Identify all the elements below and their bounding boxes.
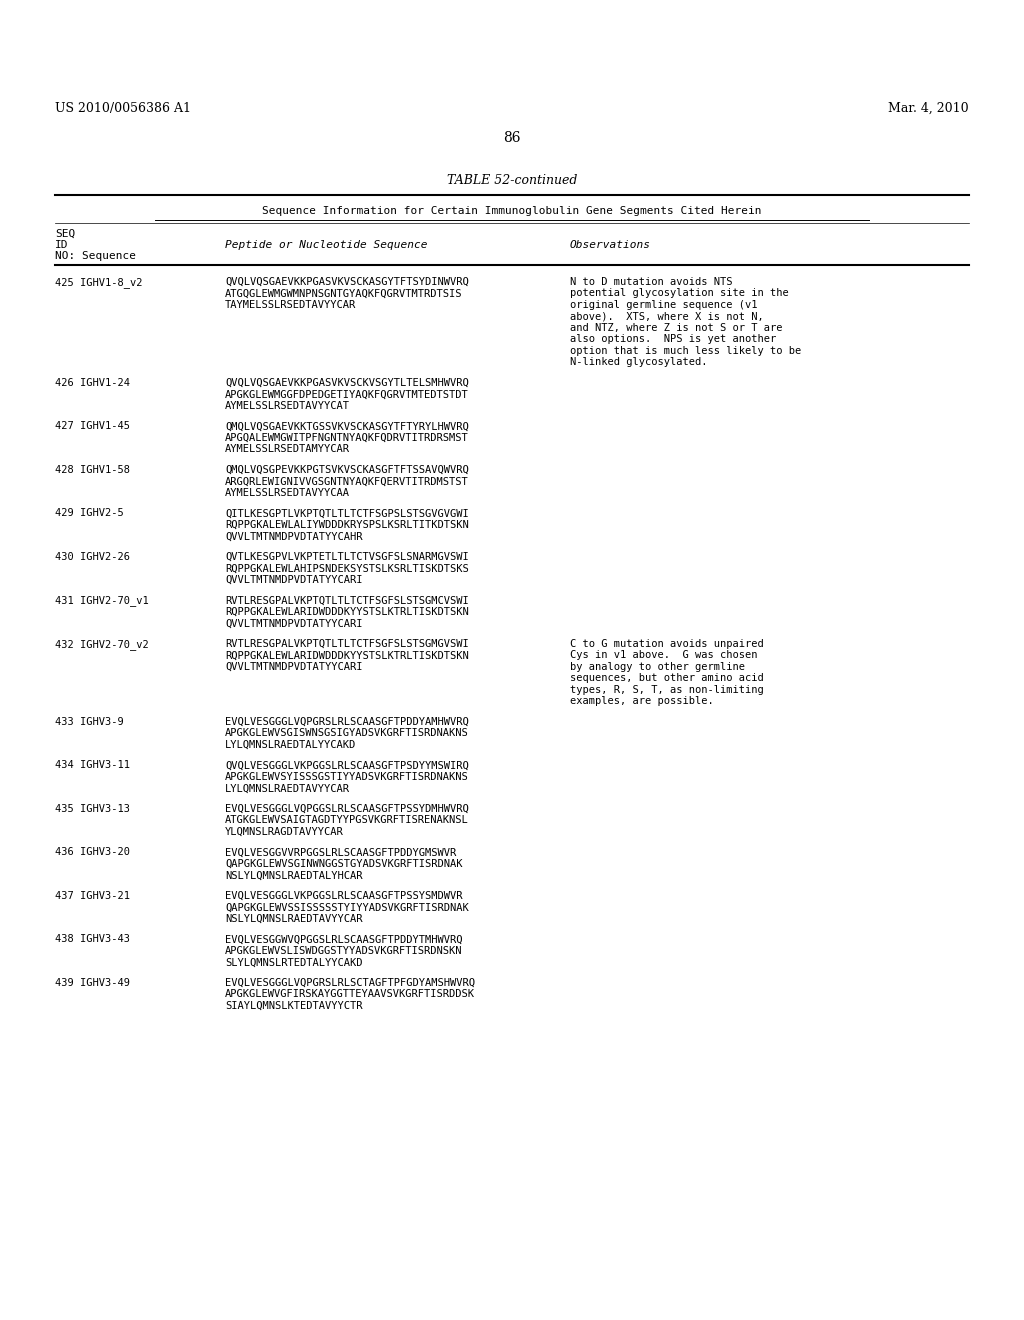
Text: 426 IGHV1-24: 426 IGHV1-24: [55, 378, 130, 388]
Text: EVQLVESGGGLVKPGGSLRLSCAASGFTPSSYSMDWVR: EVQLVESGGGLVKPGGSLRLSCAASGFTPSSYSMDWVR: [225, 891, 463, 902]
Text: potential glycosylation site in the: potential glycosylation site in the: [570, 289, 788, 298]
Text: option that is much less likely to be: option that is much less likely to be: [570, 346, 801, 356]
Text: ID: ID: [55, 240, 69, 249]
Text: 425 IGHV1-8_v2: 425 IGHV1-8_v2: [55, 277, 142, 288]
Text: QVTLKESGPVLVKPTETLTLTCTVSGFSLSNARMGVSWI: QVTLKESGPVLVKPTETLTLTCTVSGFSLSNARMGVSWI: [225, 552, 469, 562]
Text: AYMELSSLRSEDTAMYYCAR: AYMELSSLRSEDTAMYYCAR: [225, 445, 350, 454]
Text: Mar. 4, 2010: Mar. 4, 2010: [889, 102, 969, 115]
Text: sequences, but other amino acid: sequences, but other amino acid: [570, 673, 764, 684]
Text: 428 IGHV1-58: 428 IGHV1-58: [55, 465, 130, 475]
Text: QMQLVQSGPEVKKPGTSVKVSCKASGFTFTSSAVQWVRQ: QMQLVQSGPEVKKPGTSVKVSCKASGFTFTSSAVQWVRQ: [225, 465, 469, 475]
Text: ATGKGLEWVSAIGTAGDTYYPGSVKGRFTISRENAKNSL: ATGKGLEWVSAIGTAGDTYYPGSVKGRFTISRENAKNSL: [225, 816, 469, 825]
Text: APGKGLEWVSYISSSGSTIYYADSVKGRFTISRDNAKNS: APGKGLEWVSYISSSGSTIYYADSVKGRFTISRDNAKNS: [225, 772, 469, 781]
Text: Peptide or Nucleotide Sequence: Peptide or Nucleotide Sequence: [225, 240, 427, 249]
Text: Sequence Information for Certain Immunoglobulin Gene Segments Cited Herein: Sequence Information for Certain Immunog…: [262, 206, 762, 216]
Text: TAYMELSSLRSEDTAVYYCAR: TAYMELSSLRSEDTAVYYCAR: [225, 300, 356, 310]
Text: LYLQMNSLRAEDTALYYCAKD: LYLQMNSLRAEDTALYYCAKD: [225, 741, 356, 750]
Text: RQPPGKALEWLAHIPSNDEKSYSTSLKSRLTISKDTSKS: RQPPGKALEWLAHIPSNDEKSYSTSLKSRLTISKDTSKS: [225, 564, 469, 573]
Text: RQPPGKALEWLALIYWDDDKRYSPSLKSRLTITKDTSKN: RQPPGKALEWLALIYWDDDKRYSPSLKSRLTITKDTSKN: [225, 520, 469, 529]
Text: N to D mutation avoids NTS: N to D mutation avoids NTS: [570, 277, 732, 286]
Text: AYMELSSLRSEDTAVYYCAT: AYMELSSLRSEDTAVYYCAT: [225, 401, 350, 411]
Text: APGKGLEWVSLISWDGGSTYYADSVKGRFTISRDNSKN: APGKGLEWVSLISWDGGSTYYADSVKGRFTISRDNSKN: [225, 946, 463, 956]
Text: ARGQRLEWIGNIVVGSGNTNYAQKFQERVTITRDMSTST: ARGQRLEWIGNIVVGSGNTNYAQKFQERVTITRDMSTST: [225, 477, 469, 487]
Text: SEQ: SEQ: [55, 228, 75, 239]
Text: 437 IGHV3-21: 437 IGHV3-21: [55, 891, 130, 902]
Text: LYLQMNSLRAEDTAVYYCAR: LYLQMNSLRAEDTAVYYCAR: [225, 784, 350, 793]
Text: 431 IGHV2-70_v1: 431 IGHV2-70_v1: [55, 595, 148, 606]
Text: SLYLQMNSLRTEDTALYYCAKD: SLYLQMNSLRTEDTALYYCAKD: [225, 957, 362, 968]
Text: QVVLTMTNMDPVDTATYYCARI: QVVLTMTNMDPVDTATYYCARI: [225, 661, 362, 672]
Text: types, R, S, T, as non-limiting: types, R, S, T, as non-limiting: [570, 685, 764, 694]
Text: 435 IGHV3-13: 435 IGHV3-13: [55, 804, 130, 814]
Text: above).  XTS, where X is not N,: above). XTS, where X is not N,: [570, 312, 764, 322]
Text: APGKGLEWMGGFDPEDGETIYAQKFQGRVTMTEDTSTDT: APGKGLEWMGGFDPEDGETIYAQKFQGRVTMTEDTSTDT: [225, 389, 469, 400]
Text: SIAYLQMNSLKTEDTAVYYCTR: SIAYLQMNSLKTEDTAVYYCTR: [225, 1001, 362, 1011]
Text: 432 IGHV2-70_v2: 432 IGHV2-70_v2: [55, 639, 148, 649]
Text: 436 IGHV3-20: 436 IGHV3-20: [55, 847, 130, 858]
Text: QVQLVQSGAEVKKPGASVKVSCKASGYTFTSYDINWVRQ: QVQLVQSGAEVKKPGASVKVSCKASGYTFTSYDINWVRQ: [225, 277, 469, 286]
Text: QVVLTMTNMDPVDTATYYCARI: QVVLTMTNMDPVDTATYYCARI: [225, 576, 362, 585]
Text: examples, are possible.: examples, are possible.: [570, 697, 714, 706]
Text: AYMELSSLRSEDTAVYYCAA: AYMELSSLRSEDTAVYYCAA: [225, 488, 350, 498]
Text: QAPGKGLEWVSGINWNGGSTGYADSVKGRFTISRDNAK: QAPGKGLEWVSGINWNGGSTGYADSVKGRFTISRDNAK: [225, 859, 463, 869]
Text: QVVLTMTNMDPVDTATYYCAHR: QVVLTMTNMDPVDTATYYCAHR: [225, 532, 362, 541]
Text: 427 IGHV1-45: 427 IGHV1-45: [55, 421, 130, 432]
Text: QVQLVESGGGLVKPGGSLRLSCAASGFTPSDYYMSWIRQ: QVQLVESGGGLVKPGGSLRLSCAASGFTPSDYYMSWIRQ: [225, 760, 469, 771]
Text: QAPGKGLEWVSSISSSSSTYIYYADSVKGRFTISRDNAK: QAPGKGLEWVSSISSSSSTYIYYADSVKGRFTISRDNAK: [225, 903, 469, 912]
Text: EVQLVESGGGLVQPGRSLRLSCAASGFTPDDYAMHWVRQ: EVQLVESGGGLVQPGRSLRLSCAASGFTPDDYAMHWVRQ: [225, 717, 469, 727]
Text: EVQLVESGGGLVQPGGSLRLSCAASGFTPSSYDMHWVRQ: EVQLVESGGGLVQPGGSLRLSCAASGFTPSSYDMHWVRQ: [225, 804, 469, 814]
Text: NSLYLQMNSLRAEDTAVYYCAR: NSLYLQMNSLRAEDTAVYYCAR: [225, 913, 362, 924]
Text: RVTLRESGPALVKPTQTLTLTCTFSGFSLSTSGMCVSWI: RVTLRESGPALVKPTQTLTLTCTFSGFSLSTSGMCVSWI: [225, 595, 469, 606]
Text: also options.  NPS is yet another: also options. NPS is yet another: [570, 334, 776, 345]
Text: RQPPGKALEWLARIDWDDDKYYSTSLKTRLTISKDTSKN: RQPPGKALEWLARIDWDDDKYYSTSLKTRLTISKDTSKN: [225, 607, 469, 616]
Text: QVQLVQSGAEVKKPGASVKVSCKVSGYTLTELSMHWVRQ: QVQLVQSGAEVKKPGASVKVSCKVSGYTLTELSMHWVRQ: [225, 378, 469, 388]
Text: ATGQGLEWMGWMNPNSGNTGYAQKFQGRVTMTRDTSIS: ATGQGLEWMGWMNPNSGNTGYAQKFQGRVTMTRDTSIS: [225, 289, 463, 298]
Text: US 2010/0056386 A1: US 2010/0056386 A1: [55, 102, 191, 115]
Text: APGKGLEWVGFIRSKAYGGTTEYAAVSVKGRFTISRDDSK: APGKGLEWVGFIRSKAYGGTTEYAAVSVKGRFTISRDDSK: [225, 990, 475, 999]
Text: 429 IGHV2-5: 429 IGHV2-5: [55, 508, 124, 519]
Text: and NTZ, where Z is not S or T are: and NTZ, where Z is not S or T are: [570, 323, 782, 333]
Text: 439 IGHV3-49: 439 IGHV3-49: [55, 978, 130, 987]
Text: EVQLVESGGGLVQPGRSLRLSCTAGFTPFGDYAMSHWVRQ: EVQLVESGGGLVQPGRSLRLSCTAGFTPFGDYAMSHWVRQ: [225, 978, 475, 987]
Text: NO: Sequence: NO: Sequence: [55, 251, 136, 261]
Text: N-linked glycosylated.: N-linked glycosylated.: [570, 358, 708, 367]
Text: QMQLVQSGAEVKKTGSSVKVSCKASGYTFTYRYLHWVRQ: QMQLVQSGAEVKKTGSSVKVSCKASGYTFTYRYLHWVRQ: [225, 421, 469, 432]
Text: RQPPGKALEWLARIDWDDDKYYSTSLKTRLTISKDTSKN: RQPPGKALEWLARIDWDDDKYYSTSLKTRLTISKDTSKN: [225, 651, 469, 660]
Text: 434 IGHV3-11: 434 IGHV3-11: [55, 760, 130, 771]
Text: by analogy to other germline: by analogy to other germline: [570, 661, 745, 672]
Text: 430 IGHV2-26: 430 IGHV2-26: [55, 552, 130, 562]
Text: C to G mutation avoids unpaired: C to G mutation avoids unpaired: [570, 639, 764, 649]
Text: 438 IGHV3-43: 438 IGHV3-43: [55, 935, 130, 944]
Text: NSLYLQMNSLRAEDTALYHCAR: NSLYLQMNSLRAEDTALYHCAR: [225, 870, 362, 880]
Text: TABLE 52-continued: TABLE 52-continued: [446, 174, 578, 187]
Text: YLQMNSLRAGDTAVYYCAR: YLQMNSLRAGDTAVYYCAR: [225, 826, 344, 837]
Text: RVTLRESGPALVKPTQTLTLTCTFSGFSLSTSGMGVSWI: RVTLRESGPALVKPTQTLTLTCTFSGFSLSTSGMGVSWI: [225, 639, 469, 649]
Text: 433 IGHV3-9: 433 IGHV3-9: [55, 717, 124, 727]
Text: APGQALEWMGWITPFNGNTNYAQKFQDRVTITRDRSMST: APGQALEWMGWITPFNGNTNYAQKFQDRVTITRDRSMST: [225, 433, 469, 444]
Text: 86: 86: [503, 131, 521, 145]
Text: Cys in v1 above.  G was chosen: Cys in v1 above. G was chosen: [570, 651, 758, 660]
Text: EVQLVESGGVVRPGGSLRLSCAASGFTPDDYGMSWVR: EVQLVESGGVVRPGGSLRLSCAASGFTPDDYGMSWVR: [225, 847, 457, 858]
Text: EVQLVESGGWVQPGGSLRLSCAASGFTPDDYTMHWVRQ: EVQLVESGGWVQPGGSLRLSCAASGFTPDDYTMHWVRQ: [225, 935, 463, 944]
Text: APGKGLEWVSGISWNSGSIGYADSVKGRFTISRDNAKNS: APGKGLEWVSGISWNSGSIGYADSVKGRFTISRDNAKNS: [225, 729, 469, 738]
Text: original germline sequence (v1: original germline sequence (v1: [570, 300, 758, 310]
Text: Observations: Observations: [570, 240, 651, 249]
Text: QVVLTMTNMDPVDTATYYCARI: QVVLTMTNMDPVDTATYYCARI: [225, 618, 362, 628]
Text: QITLKESGPTLVKPTQTLTLTCTFSGPSLSTSGVGVGWI: QITLKESGPTLVKPTQTLTLTCTFSGPSLSTSGVGVGWI: [225, 508, 469, 519]
